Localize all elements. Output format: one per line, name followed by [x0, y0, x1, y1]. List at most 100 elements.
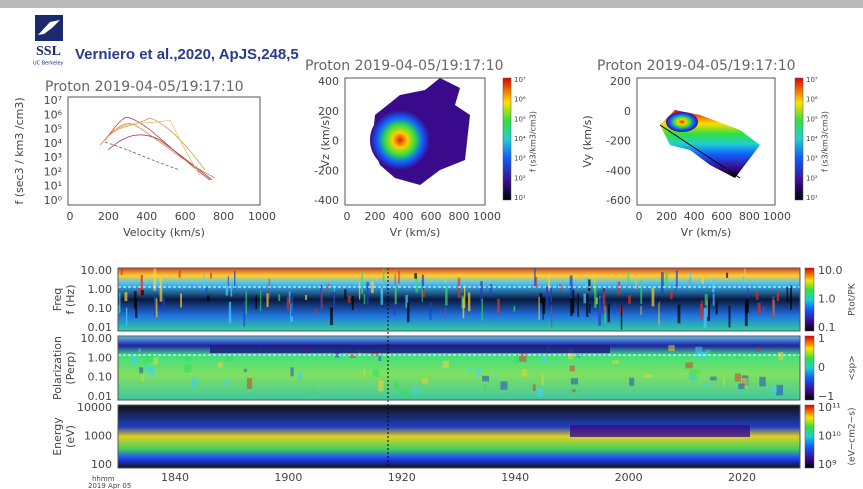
x-tick-label: 200: [98, 210, 119, 223]
streak: [588, 279, 590, 290]
streak: [542, 356, 548, 362]
streak: [185, 356, 191, 361]
streak: [260, 291, 261, 311]
streak: [445, 277, 446, 283]
colorbar-tick-label: 10⁶: [514, 96, 526, 104]
x-axis-label: Vr (km/s): [681, 226, 732, 239]
streak: [266, 293, 268, 307]
y-axis-label: f (Hz): [64, 285, 77, 315]
x-tick-label: 0: [344, 210, 351, 223]
x-tick-label: 600: [175, 210, 196, 223]
streak: [482, 299, 483, 320]
streak: [629, 378, 634, 386]
top-bar: [0, 0, 863, 8]
panel-title: Proton 2019-04-05/19:17:10: [45, 79, 244, 95]
streak: [278, 294, 280, 301]
streak: [710, 377, 716, 381]
streak: [744, 268, 745, 281]
streak: [690, 375, 696, 381]
streak: [640, 281, 642, 304]
streak: [344, 289, 346, 299]
streak: [713, 294, 715, 306]
streak: [298, 371, 303, 379]
streak: [522, 369, 527, 377]
streak: [468, 367, 472, 371]
streak: [668, 345, 674, 351]
x-tick-label: 200: [365, 210, 386, 223]
streak: [124, 292, 127, 301]
streak: [747, 288, 748, 297]
colorbar-tick-label: 10¹: [806, 194, 818, 202]
colorbar-label: Ptot/PK: [848, 282, 858, 315]
x-tick-label: 800: [449, 210, 470, 223]
streak: [210, 273, 212, 279]
streak: [381, 290, 384, 305]
streak: [729, 306, 731, 328]
streak: [328, 284, 329, 289]
streak: [126, 308, 127, 326]
y-tick-label: 100: [91, 458, 112, 471]
x-axis-label: Velocity (km/s): [123, 226, 205, 239]
streak: [599, 300, 600, 307]
streak: [772, 296, 774, 317]
streak: [234, 271, 236, 289]
streak: [608, 304, 610, 323]
streak: [138, 349, 141, 352]
x-tick-label: 0: [67, 210, 74, 223]
x-tick-label: 200: [656, 210, 677, 223]
streak: [207, 296, 210, 302]
y-tick-label: 0.10: [88, 302, 113, 315]
streak: [414, 273, 417, 278]
colorbar-tick-label: 10³: [514, 155, 526, 163]
y-tick-label: 10⁷: [44, 94, 62, 107]
streak: [736, 356, 742, 359]
streak: [443, 361, 449, 368]
streak: [231, 284, 233, 296]
streak: [538, 297, 539, 320]
vdf-contour-vz: [370, 78, 470, 185]
x-tick-label: 1840: [161, 471, 189, 484]
streak: [726, 273, 728, 278]
vdf-contour-vy: [660, 110, 760, 178]
streak: [150, 366, 155, 377]
streak: [519, 353, 526, 362]
streak: [697, 369, 699, 375]
y-tick-label: 10⁰: [44, 194, 63, 207]
streak: [458, 278, 460, 298]
colorbar-label: f (s3/km3/cm3): [821, 111, 830, 172]
y-axis-label: Energy: [51, 417, 64, 456]
streak: [184, 364, 192, 372]
colorbar-label: <sp>: [848, 355, 858, 380]
streak: [589, 304, 590, 313]
institution: UC Berkeley: [33, 61, 64, 67]
streak: [480, 281, 483, 301]
streak: [134, 291, 137, 309]
streak: [141, 290, 144, 295]
colorbar-label: (eV−cm2−s): [848, 408, 858, 466]
streak: [363, 369, 365, 376]
streak: [735, 373, 741, 381]
colorbar-tick-label: 10⁵: [514, 115, 526, 123]
streak: [757, 348, 760, 352]
streak: [534, 268, 536, 288]
streak: [640, 306, 641, 315]
streak: [572, 389, 575, 392]
streak: [738, 383, 744, 389]
streak: [334, 280, 335, 292]
figure: SSL UC Berkeley Verniero et al.,2020, Ap…: [0, 0, 863, 489]
streak: [305, 295, 307, 300]
streak: [119, 293, 120, 313]
x-tick-label: 800: [213, 210, 234, 223]
streak: [229, 302, 231, 323]
colorbar-tick-label: 10⁵: [806, 115, 818, 123]
streak: [704, 308, 707, 328]
colorbar-tick-label: 10⁷: [806, 76, 818, 84]
streak: [121, 268, 123, 275]
y-axis-label: Vz (km/s): [319, 116, 332, 168]
streak: [291, 293, 293, 317]
streak: [402, 388, 409, 399]
streak: [145, 365, 151, 373]
streak: [244, 369, 247, 372]
x-tick-label: 1920: [388, 471, 416, 484]
streak: [571, 378, 578, 384]
